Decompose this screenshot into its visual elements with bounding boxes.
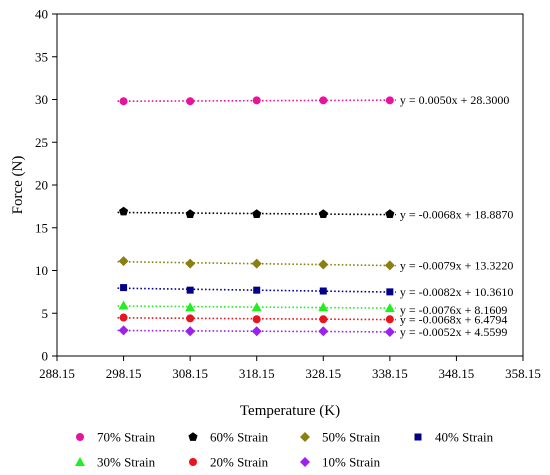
data-point bbox=[318, 259, 329, 270]
trendline bbox=[117, 305, 396, 309]
x-tick-label: 338.15 bbox=[372, 366, 408, 381]
legend-marker bbox=[300, 432, 310, 442]
data-point bbox=[385, 315, 394, 324]
x-axis-ticks: 288.15 298.15 308.15 318.15 328.15 338.15 348.… bbox=[39, 356, 541, 381]
legend-label: 20% Strain bbox=[210, 455, 269, 470]
y-tick-label: 35 bbox=[35, 49, 48, 64]
x-tick-label: 318.15 bbox=[239, 366, 275, 381]
x-tick-label: 298.15 bbox=[106, 366, 142, 381]
x-tick-label: 328.15 bbox=[305, 366, 341, 381]
data-point bbox=[385, 209, 395, 218]
data-point bbox=[318, 326, 329, 337]
trendline bbox=[117, 329, 396, 333]
trendlines bbox=[117, 99, 396, 333]
data-point bbox=[186, 286, 194, 294]
legend-marker bbox=[189, 458, 197, 466]
data-point bbox=[318, 209, 328, 218]
y-tick-label: 0 bbox=[42, 349, 49, 364]
trendline-equations: y = 0.0050x + 28.3000 y = -0.0068x + 18.8… bbox=[400, 93, 514, 339]
y-tick-label: 15 bbox=[35, 220, 48, 235]
trendline-equation: y = -0.0068x + 6.4794 bbox=[400, 313, 508, 327]
x-tick-label: 348.15 bbox=[439, 366, 475, 381]
data-point bbox=[186, 314, 195, 323]
data-point bbox=[252, 315, 261, 324]
legend-label: 70% Strain bbox=[97, 430, 156, 445]
trendline-equation: y = 0.0050x + 28.3000 bbox=[400, 93, 510, 107]
data-point bbox=[318, 302, 329, 312]
legend: 70% Strain 60% Strain 50% Strain 40% Strain… bbox=[75, 430, 494, 470]
data-point bbox=[120, 284, 128, 292]
data-point bbox=[118, 256, 129, 267]
x-tick-label: 308.15 bbox=[172, 366, 208, 381]
y-axis-ticks: 0 5 10 15 20 25 30 35 40 bbox=[35, 7, 57, 364]
legend-marker bbox=[76, 433, 84, 441]
data-point bbox=[251, 302, 262, 312]
data-point bbox=[319, 315, 328, 324]
trendline bbox=[117, 287, 396, 293]
data-point bbox=[251, 326, 262, 337]
legend-label: 40% Strain bbox=[435, 430, 494, 445]
data-point bbox=[118, 325, 129, 336]
data-point bbox=[319, 287, 327, 295]
legend-label: 30% Strain bbox=[97, 455, 156, 470]
trendline bbox=[117, 260, 396, 267]
data-markers bbox=[118, 96, 395, 338]
data-point bbox=[251, 258, 262, 269]
data-point bbox=[119, 206, 129, 216]
trendline-equation: y = -0.0079x + 13.3220 bbox=[400, 259, 514, 273]
data-point bbox=[119, 313, 128, 322]
legend-label: 50% Strain bbox=[322, 430, 381, 445]
y-tick-label: 20 bbox=[35, 178, 48, 193]
legend-marker bbox=[188, 432, 198, 441]
data-point bbox=[384, 327, 395, 338]
x-axis-title: Temperature (K) bbox=[240, 403, 340, 419]
legend-label: 60% Strain bbox=[210, 430, 269, 445]
x-tick-label: 358.15 bbox=[505, 366, 541, 381]
data-point bbox=[185, 209, 195, 218]
data-point bbox=[384, 260, 395, 271]
trendline-equation: y = -0.0068x + 18.8870 bbox=[400, 208, 514, 222]
data-point bbox=[185, 326, 196, 337]
data-point bbox=[384, 303, 395, 313]
data-point bbox=[252, 209, 262, 218]
y-axis-title: Force (N) bbox=[10, 156, 26, 215]
y-tick-label: 5 bbox=[42, 306, 49, 321]
data-point bbox=[385, 96, 394, 105]
data-point bbox=[119, 97, 128, 106]
trendline bbox=[117, 317, 396, 321]
data-point bbox=[185, 302, 196, 312]
data-point bbox=[253, 286, 261, 294]
trendline-equation: y = -0.0082x + 10.3610 bbox=[400, 285, 514, 299]
y-tick-label: 40 bbox=[35, 7, 48, 22]
data-point bbox=[186, 97, 195, 106]
data-point bbox=[118, 300, 129, 310]
trendline bbox=[117, 99, 396, 103]
legend-marker bbox=[75, 457, 85, 466]
trendline-equation: y = -0.0076x + 8.1609 bbox=[400, 303, 508, 317]
legend-marker bbox=[414, 433, 422, 441]
y-tick-label: 30 bbox=[35, 92, 48, 107]
data-point bbox=[386, 288, 394, 296]
legend-marker bbox=[300, 457, 310, 467]
trendline bbox=[117, 211, 396, 216]
y-tick-label: 10 bbox=[35, 263, 48, 278]
data-point bbox=[185, 258, 196, 269]
y-tick-label: 25 bbox=[35, 135, 48, 150]
data-point bbox=[252, 96, 261, 105]
trendline-equation: y = -0.0052x + 4.5599 bbox=[400, 325, 508, 339]
data-point bbox=[319, 96, 328, 105]
legend-label: 10% Strain bbox=[322, 455, 381, 470]
x-tick-label: 288.15 bbox=[39, 366, 75, 381]
